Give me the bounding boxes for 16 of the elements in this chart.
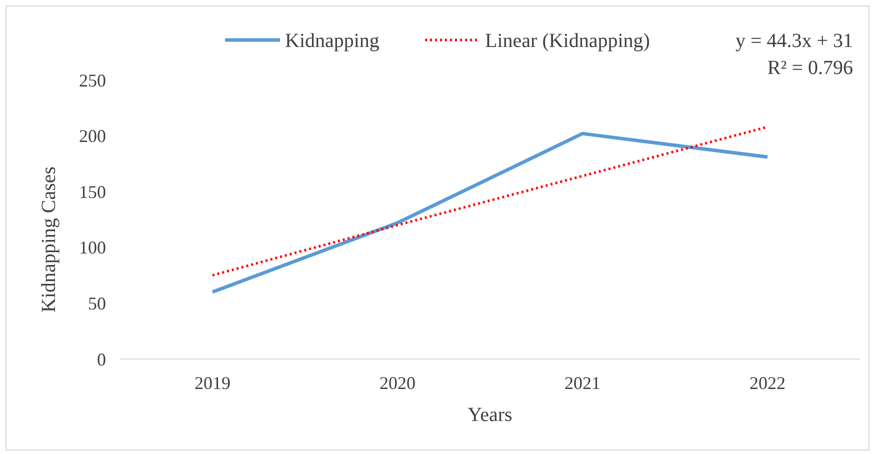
y-tick-label: 200 <box>79 126 106 146</box>
y-tick-label: 0 <box>97 349 106 370</box>
x-tick-label: 2020 <box>380 373 416 393</box>
text: R² = 0.796 <box>767 57 853 79</box>
legend-label: Kidnapping <box>285 30 380 52</box>
y-tick-label: 50 <box>88 294 106 314</box>
text: y = 44.3x + 31 <box>735 30 853 52</box>
y-tick-label: 150 <box>79 182 106 202</box>
x-tick-label: 2019 <box>194 373 230 393</box>
legend-label: Linear (Kidnapping) <box>485 30 650 52</box>
x-tick-label: 2021 <box>564 373 600 393</box>
y-axis-title: Kidnapping Cases <box>38 166 60 313</box>
y-tick-label: 250 <box>79 70 106 90</box>
x-axis-title: Years <box>468 404 513 426</box>
y-tick-label: 100 <box>79 238 106 258</box>
x-tick-label: 2022 <box>750 373 786 393</box>
